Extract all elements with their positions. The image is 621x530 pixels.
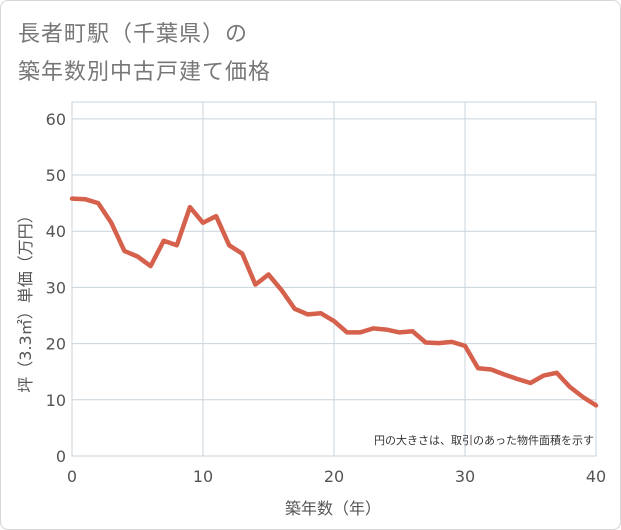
x-tick-label: 0 — [67, 467, 77, 486]
x-tick-label: 40 — [586, 467, 606, 486]
y-tick-label: 30 — [46, 278, 66, 297]
x-tick-label: 20 — [324, 467, 344, 486]
x-axis-label: 築年数（年） — [285, 499, 381, 518]
y-axis-label: 坪（3.3㎡）単価（万円） — [16, 207, 35, 392]
trend-line-series — [69, 196, 599, 408]
trend-line — [69, 196, 599, 408]
x-tick-label: 30 — [455, 467, 475, 486]
x-tick-label: 10 — [193, 467, 213, 486]
grid — [71, 101, 597, 457]
y-tick-label: 60 — [46, 110, 66, 129]
chart-title-line-2: 築年数別中古戸建て価格 — [18, 60, 272, 85]
bubble-size-annotation: 円の大きさは、取引のあった物件面積を示す — [374, 433, 594, 447]
chart-title-line-1: 長者町駅（千葉県）の — [18, 22, 249, 47]
y-tick-label: 50 — [46, 166, 66, 185]
y-tick-label: 40 — [46, 222, 66, 241]
y-tick-label: 0 — [56, 447, 66, 466]
y-tick-label: 20 — [46, 335, 66, 354]
y-tick-label: 10 — [46, 391, 66, 410]
axis-ticks: 0 10 20 30 40 0 10 20 30 40 50 60 — [46, 110, 607, 486]
